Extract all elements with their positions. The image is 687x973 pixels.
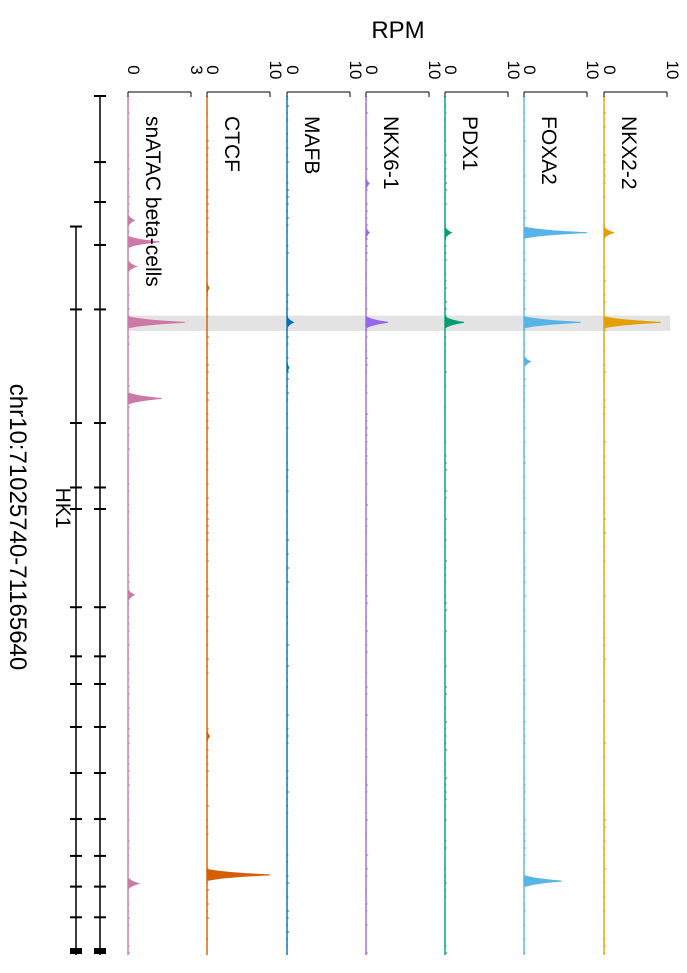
exon <box>94 606 106 609</box>
exon <box>70 606 82 609</box>
axis-tick-label: 3 <box>187 65 206 74</box>
exon <box>70 772 82 775</box>
exon <box>70 422 82 425</box>
axis-tick-label: 10 <box>583 61 602 80</box>
exon <box>94 818 106 821</box>
track-label: CTCF <box>220 116 243 172</box>
track-nkx6-1: 0 10 NKX6-1 <box>362 61 444 955</box>
signal-peak <box>523 316 581 329</box>
track-noise <box>604 98 607 954</box>
signal-peak <box>523 874 562 888</box>
exon <box>94 725 106 728</box>
exon <box>94 948 106 955</box>
exon <box>70 725 82 728</box>
signal-peak <box>127 392 162 405</box>
gene-label: HK1 <box>51 488 74 529</box>
exon <box>70 308 82 311</box>
track-noise <box>366 98 369 954</box>
region-label: chr10:71025740-71165640 <box>4 384 31 670</box>
signal-peak <box>523 355 532 368</box>
exon <box>70 682 82 685</box>
signal-peak <box>127 876 141 891</box>
track-foxa2: 0 10 FOXA2 <box>520 61 602 955</box>
track-pdx1: 0 10 PDX1 <box>441 61 523 955</box>
signal-peak <box>365 177 370 190</box>
track-label: MAFB <box>300 116 323 174</box>
axis-tick-label: 10 <box>266 61 285 80</box>
track-noise <box>128 98 131 954</box>
axis-tick-label: 10 <box>346 61 365 80</box>
track-label: NKX2-2 <box>617 116 640 190</box>
exon <box>94 682 106 685</box>
axis-tick-label: 0 <box>124 65 143 74</box>
signal-peak <box>206 282 210 294</box>
axis-tick-label: 0 <box>203 65 222 74</box>
transcript <box>70 225 82 955</box>
track-ctcf: 0 10 CTCF <box>203 61 285 955</box>
exon <box>94 161 106 164</box>
signal-peak <box>127 589 136 601</box>
signal-peak <box>206 730 211 742</box>
exon <box>94 486 106 489</box>
exon <box>94 422 106 425</box>
signal-peak <box>127 214 136 227</box>
exon <box>94 916 106 919</box>
track-label: FOXA2 <box>537 116 560 185</box>
axis-tick-label: 0 <box>520 65 539 74</box>
track-noise <box>524 98 527 954</box>
track-noise <box>445 98 448 954</box>
axis-tick-label: 0 <box>441 65 460 74</box>
exon <box>94 854 106 857</box>
exon <box>94 95 106 97</box>
signal-peak <box>365 226 370 239</box>
axis-tick-label: 0 <box>362 65 381 74</box>
signal-peak <box>127 259 138 274</box>
signal-peak <box>127 235 160 249</box>
track-label: snATAC beta-cells <box>141 116 164 287</box>
exon <box>70 854 82 857</box>
signal-peak <box>206 868 271 882</box>
signal-peak <box>127 316 185 329</box>
track-label: NKX6-1 <box>379 116 402 190</box>
track-nkx2-2: 0 10 NKX2-2 <box>600 61 682 955</box>
exon <box>70 885 82 888</box>
exon <box>70 507 82 510</box>
exon <box>94 308 106 311</box>
exon <box>70 818 82 821</box>
track-snatac-beta-cells: 0 3 snATAC beta-cells <box>124 65 206 955</box>
exon <box>94 885 106 888</box>
signal-peak <box>286 362 290 374</box>
exon <box>70 655 82 658</box>
signal-peak <box>444 226 453 239</box>
axis-tick-label: 0 <box>600 65 619 74</box>
exon <box>70 225 82 228</box>
track-label: PDX1 <box>458 116 481 171</box>
axis-tick-label: 10 <box>663 61 682 80</box>
y-axis-title: RPM <box>371 17 424 44</box>
exon <box>94 655 106 658</box>
exon <box>70 486 82 489</box>
axis-tick-label: 0 <box>283 65 302 74</box>
signal-peak <box>603 316 661 329</box>
exon <box>94 243 106 246</box>
highlight-band <box>128 315 670 331</box>
signal-peak <box>286 316 295 329</box>
signal-peak <box>444 315 464 329</box>
exon <box>94 772 106 775</box>
signal-peak <box>365 315 389 329</box>
axis-tick-label: 10 <box>504 61 523 80</box>
signal-peak <box>523 226 588 239</box>
track-noise <box>287 98 290 954</box>
exon <box>70 916 82 919</box>
signal-peak <box>603 225 616 240</box>
axis-tick-label: 10 <box>425 61 444 80</box>
exon <box>94 507 106 510</box>
exon <box>94 200 106 203</box>
exon <box>70 948 82 955</box>
track-mafb: 0 10 MAFB <box>283 61 365 955</box>
transcript <box>94 95 106 955</box>
